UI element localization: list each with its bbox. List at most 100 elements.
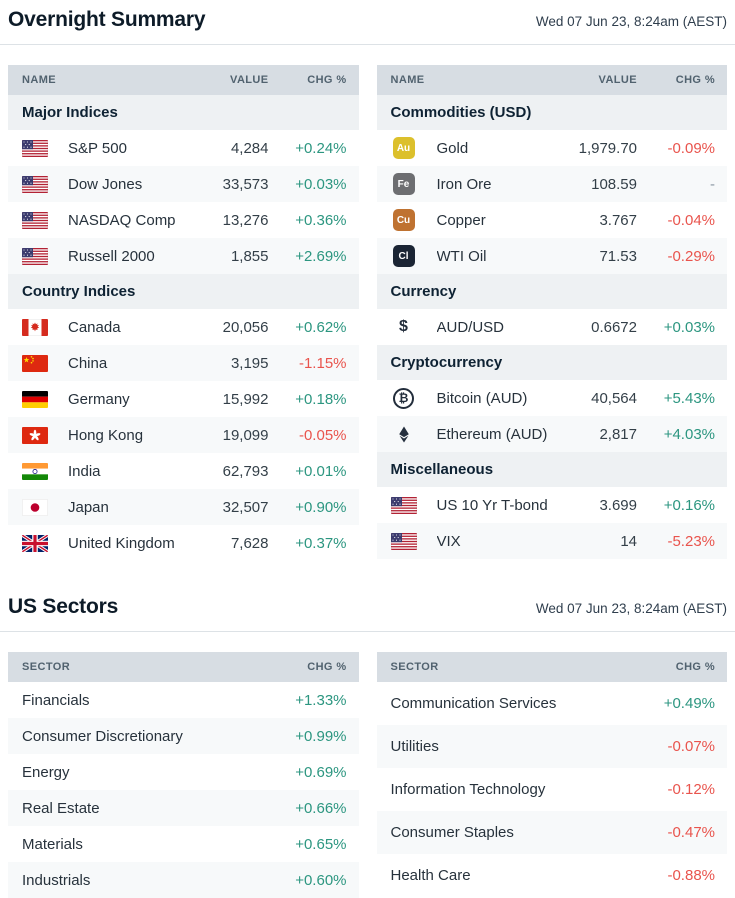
instrument-name: Japan bbox=[68, 498, 109, 516]
sector-row[interactable]: Utilities -0.07% bbox=[376, 725, 727, 768]
section-label: Miscellaneous bbox=[390, 461, 494, 478]
instrument-name: Gold bbox=[436, 139, 469, 157]
sector-row[interactable]: Industrials +0.60% bbox=[8, 862, 359, 898]
instrument-name: Hong Kong bbox=[68, 426, 144, 444]
badge-fe-icon: Fe bbox=[391, 173, 417, 195]
badge-au-icon: Au bbox=[391, 137, 417, 159]
badge-cu-icon: Cu bbox=[391, 209, 417, 231]
market-row[interactable]: S&P 500 4,284 +0.24% bbox=[8, 130, 359, 166]
section-label: Country Indices bbox=[22, 283, 136, 300]
instrument-change: +0.03% bbox=[663, 318, 715, 336]
section-label: Cryptocurrency bbox=[390, 354, 503, 371]
flag-us-icon bbox=[22, 211, 48, 229]
market-row[interactable]: Russell 2000 1,855 +2.69% bbox=[8, 238, 359, 274]
table-header: NAME VALUE CHG % bbox=[376, 65, 727, 95]
instrument-value: 3,195 bbox=[230, 354, 269, 372]
sector-name: Information Technology bbox=[390, 781, 546, 798]
sector-row[interactable]: Information Technology -0.12% bbox=[376, 768, 727, 811]
instrument-name: Dow Jones bbox=[68, 175, 143, 193]
flag-india-icon bbox=[22, 462, 48, 480]
sector-change: +0.49% bbox=[663, 695, 715, 712]
instrument-value: 2,817 bbox=[599, 425, 637, 443]
sector-row[interactable]: Materials +0.65% bbox=[8, 826, 359, 862]
market-row[interactable]: Hong Kong 19,099 -0.05% bbox=[8, 417, 359, 453]
flag-china-icon bbox=[22, 354, 48, 372]
sector-name: Consumer Staples bbox=[390, 824, 514, 841]
market-row[interactable]: United Kingdom 7,628 +0.37% bbox=[8, 525, 359, 561]
sectors-right-body: Communication Services +0.49% Utilities -0.… bbox=[376, 682, 727, 897]
market-row[interactable]: Germany 15,992 +0.18% bbox=[8, 381, 359, 417]
sector-row[interactable]: Health Care -0.88% bbox=[376, 854, 727, 897]
instrument-value: 13,276 bbox=[222, 211, 269, 229]
market-row[interactable]: Dow Jones 33,573 +0.03% bbox=[8, 166, 359, 202]
bitcoin-icon: ₿ bbox=[391, 387, 417, 409]
instrument-change: +0.03% bbox=[295, 175, 347, 193]
overnight-timestamp: Wed 07 Jun 23, 8:24am (AEST) bbox=[535, 14, 727, 29]
instrument-value: 7,628 bbox=[230, 534, 269, 552]
flag-germany-icon bbox=[22, 390, 48, 408]
market-row[interactable]: Ethereum (AUD) 2,817 +4.03% bbox=[376, 416, 727, 452]
sector-row[interactable]: Energy +0.69% bbox=[8, 754, 359, 790]
section-header: Miscellaneous bbox=[376, 452, 727, 487]
market-row[interactable]: ₿ Bitcoin (AUD) 40,564 +5.43% bbox=[376, 380, 727, 416]
market-row[interactable]: India 62,793 +0.01% bbox=[8, 453, 359, 489]
instrument-change: +0.62% bbox=[295, 318, 347, 336]
sector-row[interactable]: Financials +1.33% bbox=[8, 682, 359, 718]
sectors-left-body: Financials +1.33% Consumer Discretionary +0… bbox=[8, 682, 359, 898]
market-row[interactable]: Japan 32,507 +0.90% bbox=[8, 489, 359, 525]
sector-change: +0.99% bbox=[295, 727, 347, 745]
page-title: Overnight Summary bbox=[8, 8, 206, 31]
sectors-title: US Sectors bbox=[8, 595, 119, 618]
flag-us-icon bbox=[22, 139, 48, 157]
divider bbox=[0, 631, 735, 632]
flag-canada-icon bbox=[22, 318, 48, 336]
instrument-change: +0.36% bbox=[295, 211, 347, 229]
instrument-name: VIX bbox=[436, 532, 461, 550]
instrument-value: 32,507 bbox=[222, 498, 269, 516]
section-label: Commodities (USD) bbox=[390, 104, 532, 121]
sector-change: +0.66% bbox=[295, 799, 347, 817]
instrument-value: 1,855 bbox=[230, 247, 269, 265]
instrument-name: S&P 500 bbox=[68, 139, 127, 157]
column-header-sector: SECTOR bbox=[390, 661, 439, 673]
sectors-table-left: SECTOR CHG % Financials +1.33% Consumer Di… bbox=[8, 652, 359, 898]
market-row[interactable]: NASDAQ Comp 13,276 +0.36% bbox=[8, 202, 359, 238]
overnight-header: Overnight Summary Wed 07 Jun 23, 8:24am … bbox=[8, 0, 727, 32]
instrument-change: -5.23% bbox=[667, 532, 715, 550]
flag-us-icon bbox=[22, 175, 48, 193]
market-row[interactable]: China 3,195 -1.15% bbox=[8, 345, 359, 381]
overnight-tables: NAME VALUE CHG % Major Indices S&P 500 4,2… bbox=[8, 65, 727, 561]
sector-name: Financials bbox=[22, 691, 90, 709]
instrument-name: US 10 Yr T-bond bbox=[436, 496, 548, 514]
overnight-left-body: Major Indices S&P 500 4,284 +0.24% Dow Jones… bbox=[8, 95, 359, 561]
instrument-value: 33,573 bbox=[222, 175, 269, 193]
instrument-change: -0.05% bbox=[298, 426, 347, 444]
sector-row[interactable]: Communication Services +0.49% bbox=[376, 682, 727, 725]
instrument-value: 40,564 bbox=[591, 389, 637, 407]
market-row[interactable]: Canada 20,056 +0.62% bbox=[8, 309, 359, 345]
sector-row[interactable]: Consumer Staples -0.47% bbox=[376, 811, 727, 854]
instrument-change: -0.04% bbox=[667, 211, 715, 229]
sectors-timestamp: Wed 07 Jun 23, 8:24am (AEST) bbox=[535, 601, 727, 616]
market-row[interactable]: Fe Iron Ore 108.59 - bbox=[376, 166, 727, 202]
instrument-change: +0.37% bbox=[295, 534, 347, 552]
market-row[interactable]: Au Gold 1,979.70 -0.09% bbox=[376, 130, 727, 166]
instrument-value: 108.59 bbox=[591, 175, 637, 193]
instrument-value: 62,793 bbox=[222, 462, 269, 480]
market-row[interactable]: US 10 Yr T-bond 3.699 +0.16% bbox=[376, 487, 727, 523]
sector-name: Industrials bbox=[22, 871, 91, 889]
flag-us-icon bbox=[22, 247, 48, 265]
flag-hongkong-icon bbox=[22, 426, 48, 444]
sector-row[interactable]: Real Estate +0.66% bbox=[8, 790, 359, 826]
market-row[interactable]: Cl WTI Oil 71.53 -0.29% bbox=[376, 238, 727, 274]
sector-row[interactable]: Consumer Discretionary +0.99% bbox=[8, 718, 359, 754]
market-row[interactable]: $ AUD/USD 0.6672 +0.03% bbox=[376, 309, 727, 345]
section-header: Commodities (USD) bbox=[376, 95, 727, 130]
column-header-value: VALUE bbox=[598, 74, 637, 86]
market-row[interactable]: VIX 14 -5.23% bbox=[376, 523, 727, 559]
sector-tables: SECTOR CHG % Financials +1.33% Consumer Di… bbox=[8, 652, 727, 898]
market-row[interactable]: Cu Copper 3.767 -0.04% bbox=[376, 202, 727, 238]
section-label: Currency bbox=[390, 283, 457, 300]
instrument-change: +0.16% bbox=[663, 496, 715, 514]
